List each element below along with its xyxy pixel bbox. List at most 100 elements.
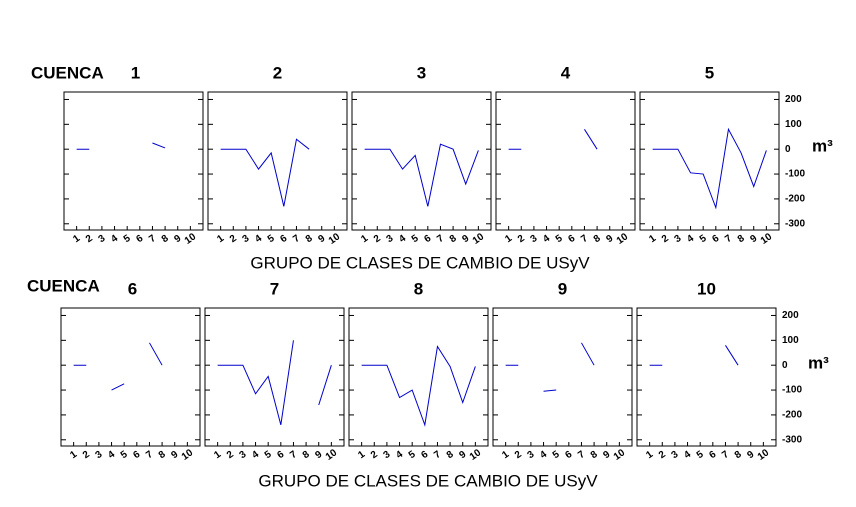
x-tick-label: 8 xyxy=(733,449,744,461)
panel-frame xyxy=(204,307,345,447)
x-tick-label: 10 xyxy=(759,231,775,247)
x-tick-label: 3 xyxy=(94,449,105,461)
x-tick-label: 6 xyxy=(566,233,577,245)
x-tick-label: 9 xyxy=(460,233,471,245)
x-tick-label: 5 xyxy=(122,233,133,245)
x-tick-label: 3 xyxy=(241,233,252,245)
y-tick-label: 200 xyxy=(782,310,799,321)
x-tick-label: 9 xyxy=(745,449,756,461)
panel-title: 9 xyxy=(558,279,567,298)
panel-title: 8 xyxy=(414,279,423,298)
x-tick-label: 6 xyxy=(563,449,574,461)
x-tick-label: 7 xyxy=(147,233,158,245)
x-tick-label: 6 xyxy=(419,449,430,461)
x-tick-label: 8 xyxy=(304,233,315,245)
y-tick-label: -200 xyxy=(782,410,802,421)
x-tick-label: 2 xyxy=(84,233,95,245)
panel-title: 3 xyxy=(417,63,426,82)
x-tick-label: 8 xyxy=(736,233,747,245)
x-tick-label: 4 xyxy=(250,449,261,461)
panel-frame xyxy=(351,91,492,231)
x-tick-label: 1 xyxy=(68,449,79,461)
x-tick-label: 2 xyxy=(660,233,671,245)
x-tick-label: 3 xyxy=(97,233,108,245)
x-tick-label: 8 xyxy=(592,233,603,245)
x-tick-label: 5 xyxy=(119,449,130,461)
x-tick-label: 8 xyxy=(448,233,459,245)
panel-title: 1 xyxy=(131,63,140,82)
panel-frame xyxy=(639,91,780,231)
panel-title: 6 xyxy=(128,279,137,298)
x-tick-label: 9 xyxy=(457,449,468,461)
x-tick-label: 9 xyxy=(169,449,180,461)
data-line xyxy=(508,129,598,150)
row-label: CUENCA xyxy=(27,276,100,295)
x-tick-label: 1 xyxy=(644,449,655,461)
x-tick-label: 4 xyxy=(394,449,405,461)
x-tick-label: 6 xyxy=(134,233,145,245)
panel-frame xyxy=(207,91,348,231)
x-tick-label: 2 xyxy=(369,449,380,461)
x-tick-label: 2 xyxy=(225,449,236,461)
x-tick-label: 5 xyxy=(698,233,709,245)
x-tick-label: 7 xyxy=(432,449,443,461)
x-tick-label: 4 xyxy=(682,449,693,461)
panel-frame xyxy=(492,307,633,447)
x-tick-label: 1 xyxy=(215,233,226,245)
x-tick-label: 3 xyxy=(382,449,393,461)
panel-title: 2 xyxy=(273,63,282,82)
x-tick-label: 7 xyxy=(723,233,734,245)
panel-frame xyxy=(495,91,636,231)
x-tick-label: 5 xyxy=(410,233,421,245)
x-tick-label: 5 xyxy=(554,233,565,245)
data-line xyxy=(220,138,310,207)
data-line xyxy=(76,142,166,150)
x-tick-label: 10 xyxy=(324,447,340,463)
panel-frame xyxy=(60,307,201,447)
x-tick-label: 1 xyxy=(212,449,223,461)
x-tick-label: 6 xyxy=(422,233,433,245)
x-tick-label: 7 xyxy=(288,449,299,461)
x-tick-label: 7 xyxy=(291,233,302,245)
x-tick-label: 3 xyxy=(673,233,684,245)
y-tick-label: -300 xyxy=(785,218,805,229)
x-tick-label: 1 xyxy=(647,233,658,245)
x-tick-label: 4 xyxy=(253,233,264,245)
panel-frame xyxy=(63,91,204,231)
x-tick-label: 7 xyxy=(720,449,731,461)
x-tick-label: 3 xyxy=(670,449,681,461)
x-tick-label: 3 xyxy=(526,449,537,461)
y-tick-label: -200 xyxy=(785,194,805,205)
y-tick-label: -100 xyxy=(785,169,805,180)
x-tick-label: 5 xyxy=(551,449,562,461)
panel-title: 10 xyxy=(697,279,716,298)
y-tick-label: 0 xyxy=(785,144,791,155)
data-line xyxy=(73,342,163,391)
x-tick-label: 8 xyxy=(445,449,456,461)
x-axis-label: GRUPO DE CLASES DE CAMBIO DE USyV xyxy=(250,253,590,272)
x-tick-label: 1 xyxy=(500,449,511,461)
y-tick-label: 100 xyxy=(782,335,799,346)
x-tick-label: 3 xyxy=(529,233,540,245)
x-tick-label: 7 xyxy=(579,233,590,245)
x-tick-label: 1 xyxy=(359,233,370,245)
x-tick-label: 6 xyxy=(131,449,142,461)
x-tick-label: 3 xyxy=(385,233,396,245)
x-tick-label: 7 xyxy=(144,449,155,461)
x-tick-label: 8 xyxy=(160,233,171,245)
data-line xyxy=(649,345,739,366)
x-tick-label: 10 xyxy=(471,231,487,247)
panel-frame xyxy=(348,307,489,447)
y-tick-label: -100 xyxy=(782,385,802,396)
x-tick-label: 2 xyxy=(228,233,239,245)
y-tick-label: 0 xyxy=(782,360,788,371)
y-tick-label: 100 xyxy=(785,119,802,130)
x-tick-label: 9 xyxy=(172,233,183,245)
x-tick-label: 7 xyxy=(576,449,587,461)
x-tick-label: 9 xyxy=(313,449,324,461)
y-axis-label: m³ xyxy=(808,353,829,372)
data-line xyxy=(217,340,332,425)
x-tick-label: 5 xyxy=(263,449,274,461)
panel-title: 4 xyxy=(561,63,571,82)
